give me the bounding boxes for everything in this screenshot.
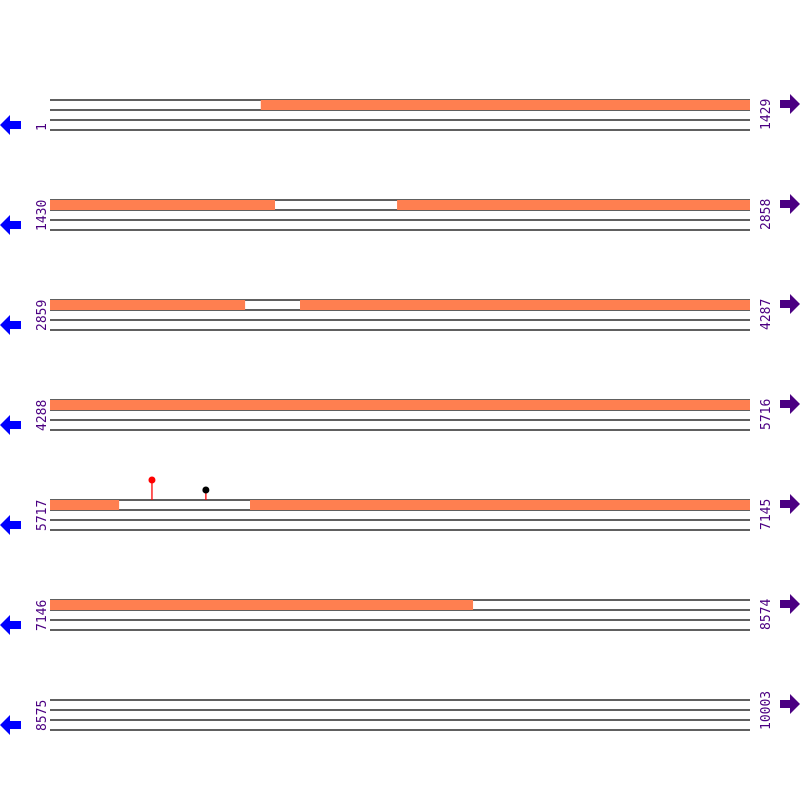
feature-block	[260, 100, 750, 110]
arrow-right-icon[interactable]	[780, 94, 800, 114]
arrow-left-icon[interactable]	[0, 215, 21, 235]
arrow-left-icon[interactable]	[0, 615, 21, 635]
feature-block	[250, 500, 750, 510]
row-start-label: 1430	[35, 200, 50, 231]
row-start-label: 2859	[35, 300, 50, 331]
feature-block	[300, 300, 750, 310]
row-end-label: 8574	[759, 599, 774, 630]
arrow-right-icon[interactable]	[780, 294, 800, 314]
arrow-left-icon[interactable]	[0, 715, 21, 735]
marker-dot[interactable]	[202, 486, 210, 494]
row-start-label: 8575	[35, 700, 50, 731]
row-start-label: 1	[35, 123, 50, 131]
row-end-label: 7145	[759, 499, 774, 530]
row-end-label: 1429	[759, 99, 774, 130]
row-end-label: 5716	[759, 399, 774, 430]
row-start-label: 7146	[35, 600, 50, 631]
row-end-label: 10003	[759, 691, 774, 730]
feature-block	[397, 200, 750, 210]
feature-block	[50, 200, 275, 210]
arrow-right-icon[interactable]	[780, 494, 800, 514]
marker-dot[interactable]	[148, 476, 156, 484]
feature-block	[50, 400, 750, 410]
feature-block	[50, 600, 474, 610]
feature-block	[50, 500, 120, 510]
arrow-right-icon[interactable]	[780, 394, 800, 414]
feature-block	[50, 300, 246, 310]
arrow-right-icon[interactable]	[780, 594, 800, 614]
arrow-left-icon[interactable]	[0, 415, 21, 435]
arrow-left-icon[interactable]	[0, 315, 21, 335]
arrow-left-icon[interactable]	[0, 115, 21, 135]
arrow-right-icon[interactable]	[780, 694, 800, 714]
arrow-right-icon[interactable]	[780, 194, 800, 214]
row-end-label: 4287	[759, 299, 774, 330]
arrow-left-icon[interactable]	[0, 515, 21, 535]
row-start-label: 5717	[35, 500, 50, 531]
row-start-label: 4288	[35, 400, 50, 431]
row-end-label: 2858	[759, 199, 774, 230]
